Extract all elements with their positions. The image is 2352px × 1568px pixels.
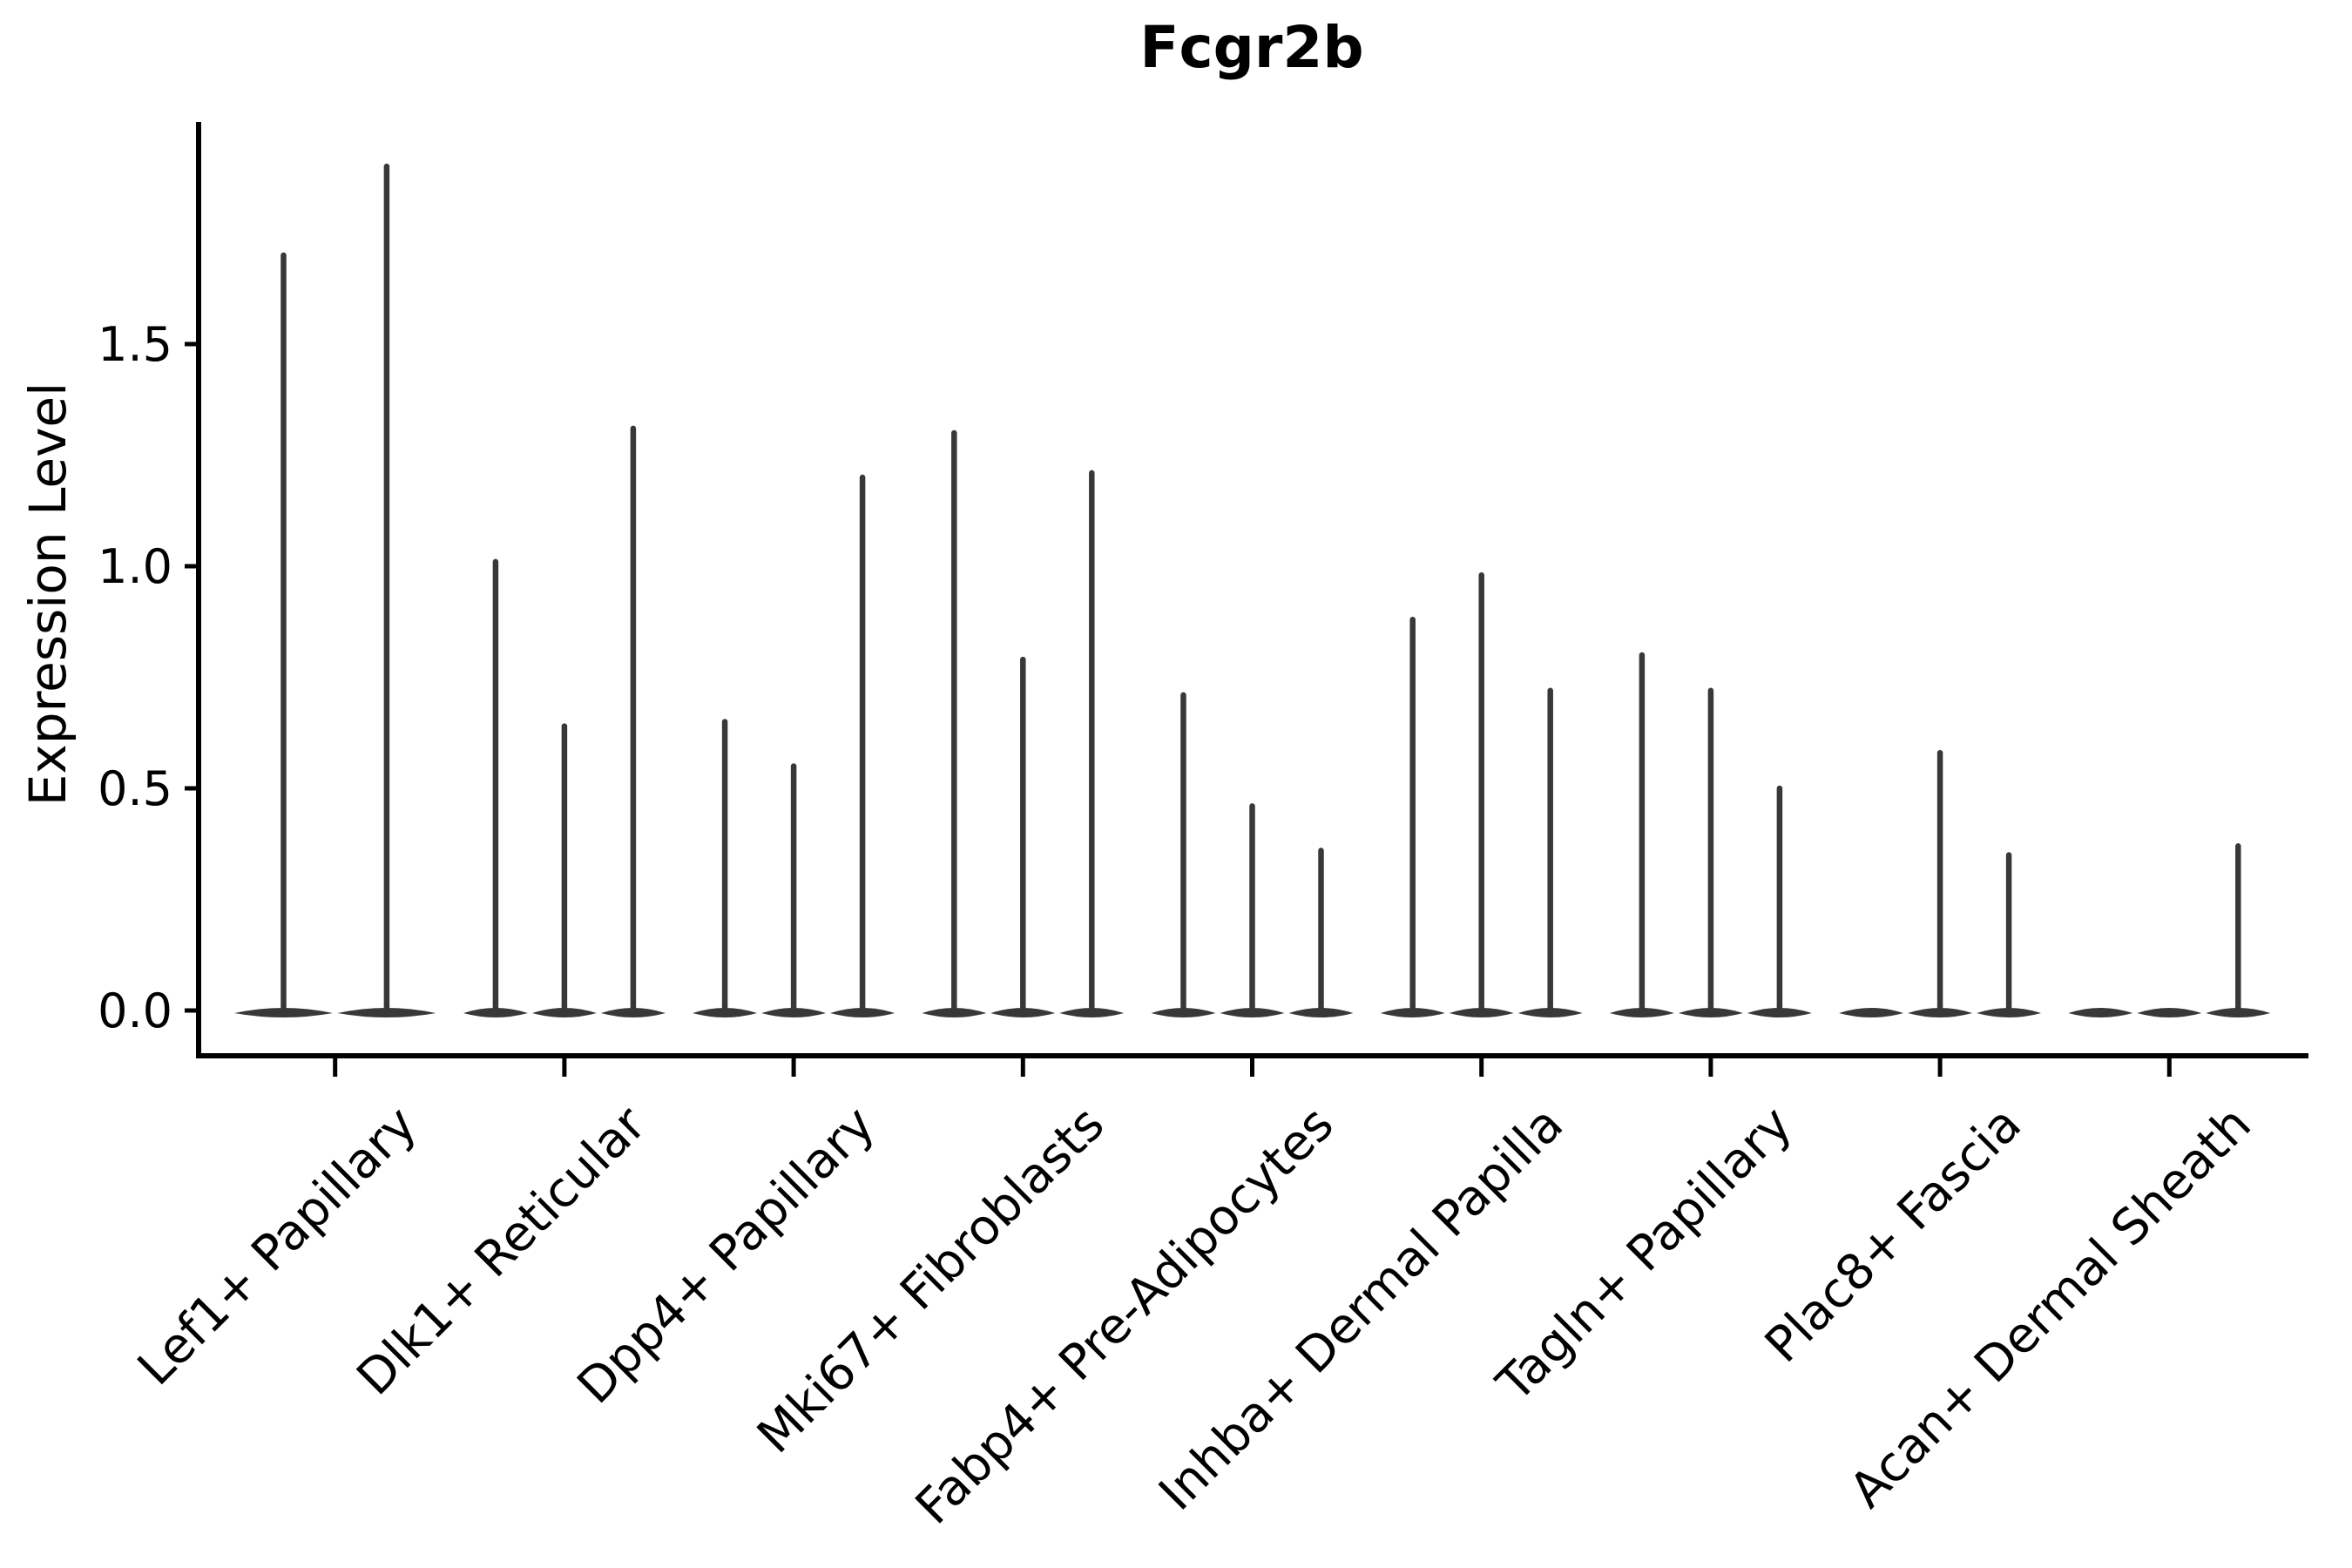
violin: [2068, 1008, 2133, 1017]
violin: [1678, 687, 1743, 1017]
violin: [531, 723, 597, 1017]
y-tick-label: 1.0: [98, 539, 172, 594]
violin: [1380, 616, 1445, 1017]
violin: [990, 656, 1056, 1017]
y-tick-label: 1.5: [98, 317, 172, 372]
violin: [1977, 852, 2042, 1017]
violin: [1220, 803, 1285, 1017]
violin: [2206, 843, 2271, 1017]
violin: [1059, 470, 1125, 1017]
violin-base: [2068, 1008, 2133, 1017]
y-tick-label: 0.5: [98, 761, 172, 816]
violin: [234, 252, 333, 1017]
violin: [1839, 1008, 1904, 1017]
violin: [1151, 692, 1216, 1017]
violin: [2137, 1008, 2202, 1017]
violin: [1908, 749, 1973, 1017]
violin: [1609, 652, 1674, 1017]
violin: [761, 763, 827, 1017]
chart-title: Fcgr2b: [1139, 14, 1364, 81]
violin: [922, 429, 987, 1017]
violin-base: [2137, 1008, 2202, 1017]
violin: [830, 474, 896, 1017]
violin: [1517, 687, 1583, 1017]
violin-base: [1839, 1008, 1904, 1017]
violin: [463, 558, 528, 1017]
violin: [1449, 571, 1514, 1017]
violin: [337, 163, 436, 1017]
violin: [693, 719, 758, 1017]
y-tick-label: 0.0: [98, 983, 172, 1038]
violin: [1288, 848, 1354, 1017]
violin: [1747, 785, 1812, 1017]
violin: [600, 425, 666, 1017]
